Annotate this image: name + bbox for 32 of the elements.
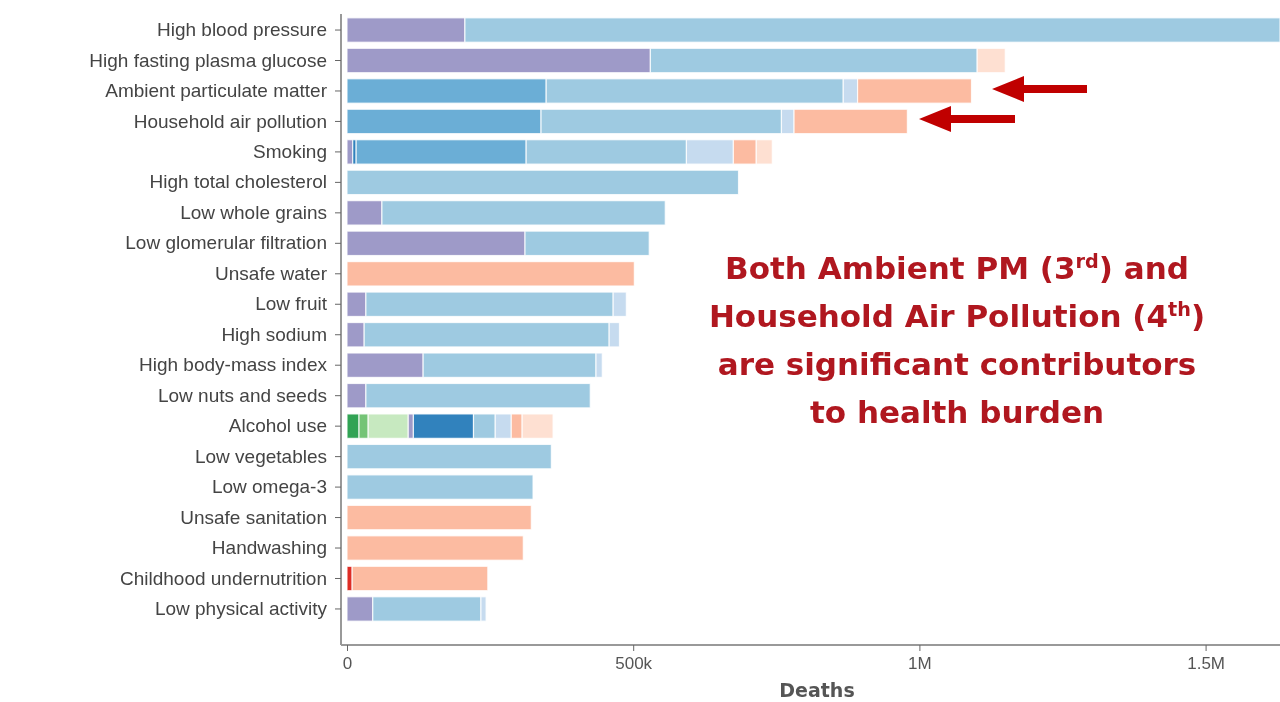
x-tick-label: 1M [908, 654, 932, 674]
bar [346, 474, 534, 500]
x-axis-title: Deaths [779, 679, 855, 701]
y-tick-label: Low glomerular filtration [125, 232, 327, 254]
y-tick-label: Alcohol use [228, 415, 327, 437]
bar [346, 504, 532, 531]
y-tick-label: Unsafe water [215, 262, 328, 284]
y-tick-label: Low omega-3 [211, 476, 327, 498]
y-tick-label: Ambient particulate matter [105, 80, 328, 102]
bar [346, 443, 552, 470]
y-tick-label: High fasting plasma glucose [89, 49, 327, 71]
y-tick-label: Handwashing [211, 537, 327, 559]
y-tick-label: Low whole grains [180, 201, 327, 223]
y-tick-label: Low fruit [255, 293, 328, 315]
text: Both Ambient PM (3$^{rd}$) and Household Air Pollution (4$^{th}$) are significant contributors to health burden [708, 249, 1206, 430]
y-tick-label: High blood pressure [156, 19, 327, 41]
y-tick-label: Household air pollution [133, 110, 327, 132]
y-tick-label: Smoking [253, 140, 327, 162]
y-tick-label: High sodium [221, 323, 327, 345]
x-tick-label: 500k [615, 654, 653, 674]
y-tick-label: High total cholesterol [149, 171, 327, 193]
y-tick-label: Childhood undernutrition [119, 567, 327, 589]
x-tick-label: 0 [342, 654, 353, 674]
y-tick-label: Low nuts and seeds [157, 384, 327, 406]
y-tick-label: High body-mass index [139, 354, 328, 376]
bar [346, 169, 740, 196]
y-tick-label: Low physical activity [154, 598, 328, 620]
bar [346, 535, 524, 561]
y-tick-label: Low vegetables [194, 445, 327, 467]
bar [346, 261, 635, 287]
x-tick-label: 1.5M [1187, 654, 1225, 674]
y-tick-label: Unsafe sanitation [180, 506, 327, 528]
